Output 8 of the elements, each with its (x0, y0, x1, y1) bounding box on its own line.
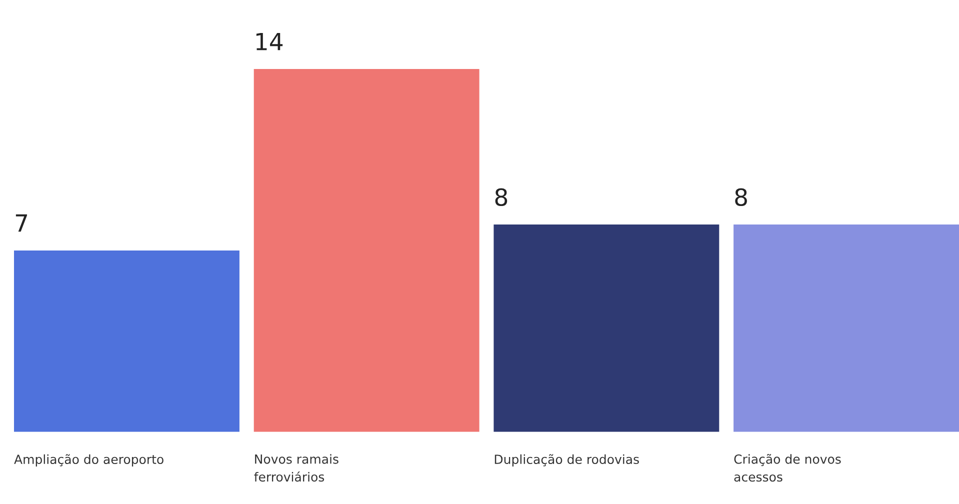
data-label: 8 (495, 188, 508, 206)
data-label: 7 (16, 214, 28, 232)
x-tick-label: Novos ramais ferroviários (254, 454, 338, 482)
data-label: 14 (256, 32, 283, 50)
x-tick-label: Criação de novos acessos (734, 454, 841, 482)
x-tick-label: Ampliação do aeroporto (14, 454, 164, 466)
x-tick-label: Duplicação de rodovias (494, 454, 639, 466)
data-label: 8 (735, 188, 747, 206)
